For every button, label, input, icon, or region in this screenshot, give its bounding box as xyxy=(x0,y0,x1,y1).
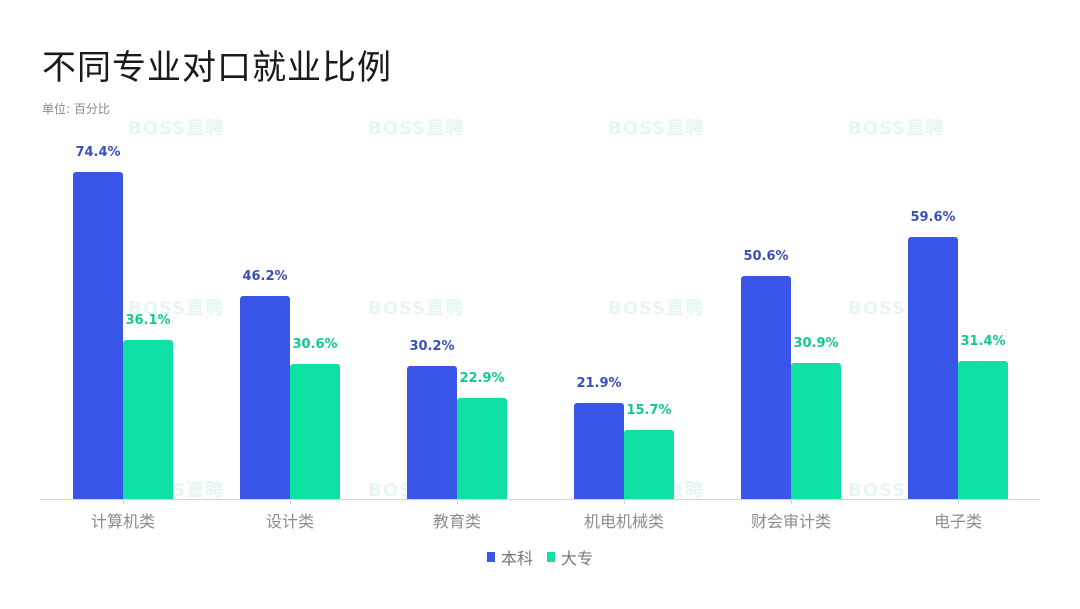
axis-tick xyxy=(290,499,291,504)
value-label: 15.7% xyxy=(626,402,672,418)
bar-dazhuan[interactable] xyxy=(958,360,1008,499)
bar-benke[interactable] xyxy=(574,402,624,499)
category-label: 设计类 xyxy=(265,512,314,531)
bar-dazhuan[interactable] xyxy=(290,364,340,499)
watermark-text: BOSS直聘 xyxy=(608,298,705,319)
watermark-text: BOSS直聘 xyxy=(128,298,225,319)
axis-tick xyxy=(457,499,458,504)
bar-benke[interactable] xyxy=(73,171,123,499)
axis-tick xyxy=(791,499,792,504)
value-label: 36.1% xyxy=(125,313,171,329)
unit-label: 单位: 百分比 xyxy=(42,102,110,116)
legend: 本科 大专 xyxy=(0,545,1080,569)
legend-label-benke: 本科 xyxy=(500,549,533,568)
legend-item-dazhuan[interactable]: 大专 xyxy=(547,545,593,569)
category-label: 计算机类 xyxy=(90,512,155,531)
legend-swatch-benke xyxy=(486,552,495,562)
axis-tick xyxy=(624,499,625,504)
legend-label-dazhuan: 大专 xyxy=(561,549,594,568)
value-label: 50.6% xyxy=(743,249,789,265)
bar-benke[interactable] xyxy=(407,366,457,499)
value-label: 74.4% xyxy=(75,144,121,160)
bar-benke[interactable] xyxy=(908,236,958,499)
watermark-text: BOSS直聘 xyxy=(848,118,945,139)
bar-dazhuan[interactable] xyxy=(791,363,841,499)
watermark-text: BOSS直聘 xyxy=(368,118,465,139)
value-label: 30.2% xyxy=(409,339,455,355)
category-label: 财会审计类 xyxy=(750,512,831,531)
value-label: 59.6% xyxy=(910,209,956,225)
bar-dazhuan[interactable] xyxy=(123,340,173,499)
value-label: 30.9% xyxy=(793,336,839,352)
legend-swatch-dazhuan xyxy=(547,552,555,562)
value-label: 46.2% xyxy=(242,268,288,284)
chart-title: 不同专业对口就业比例 xyxy=(42,48,392,88)
bar-dazhuan[interactable] xyxy=(457,398,507,499)
watermark-text: BOSS直聘 xyxy=(128,118,225,139)
category-label: 机电机械类 xyxy=(583,512,664,531)
bar-benke[interactable] xyxy=(741,276,791,499)
category-label: 教育类 xyxy=(432,512,481,531)
x-axis-line xyxy=(40,499,1040,500)
axis-tick xyxy=(958,499,959,504)
watermark-text: BOSS直聘 xyxy=(368,298,465,319)
bar-benke[interactable] xyxy=(240,295,290,499)
legend-item-benke[interactable]: 本科 xyxy=(486,545,533,569)
value-label: 31.4% xyxy=(960,333,1006,349)
value-label: 30.6% xyxy=(292,337,338,353)
axis-tick xyxy=(123,499,124,504)
bar-dazhuan[interactable] xyxy=(624,429,674,499)
value-label: 21.9% xyxy=(576,375,622,391)
watermark-text: BOSS直聘 xyxy=(608,118,705,139)
category-label: 电子类 xyxy=(933,512,982,531)
value-label: 22.9% xyxy=(459,371,505,387)
